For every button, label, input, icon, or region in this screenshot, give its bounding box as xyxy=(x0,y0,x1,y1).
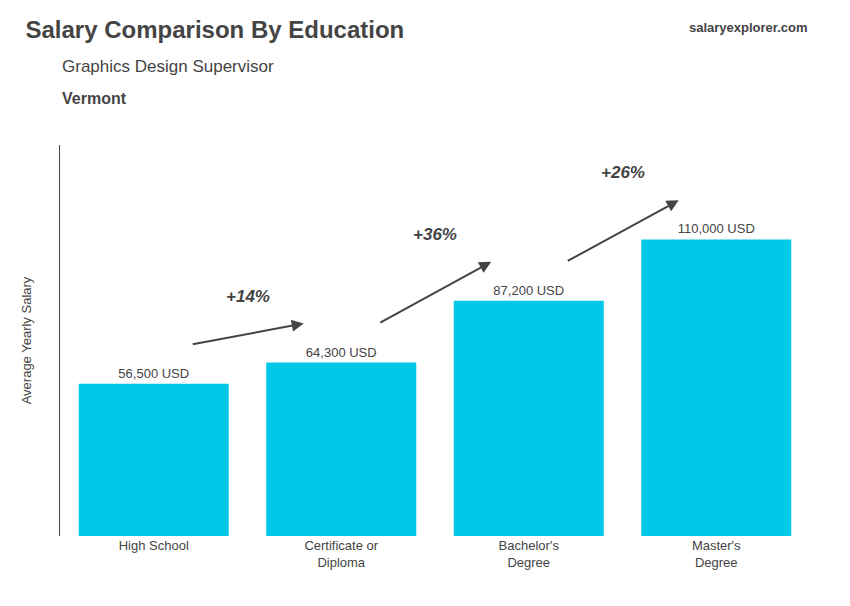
svg-text:High School: High School xyxy=(119,538,189,553)
svg-text:Graphics Design Supervisor: Graphics Design Supervisor xyxy=(62,57,274,76)
svg-text:110,000 USD: 110,000 USD xyxy=(678,221,755,236)
svg-text:87,200 USD: 87,200 USD xyxy=(493,283,564,298)
svg-text:Average Yearly Salary: Average Yearly Salary xyxy=(19,276,34,404)
svg-text:64,300 USD: 64,300 USD xyxy=(306,345,377,360)
svg-text:+14%: +14% xyxy=(226,287,270,306)
svg-text:Master'sDegree: Master'sDegree xyxy=(692,538,741,570)
svg-text:+26%: +26% xyxy=(601,163,645,182)
svg-text:Certificate orDiploma: Certificate orDiploma xyxy=(304,538,378,570)
svg-text:Vermont: Vermont xyxy=(62,90,127,107)
svg-text:Bachelor'sDegree: Bachelor'sDegree xyxy=(499,538,560,570)
svg-text:salaryexplorer.com: salaryexplorer.com xyxy=(689,20,808,35)
svg-text:56,500 USD: 56,500 USD xyxy=(118,366,189,381)
svg-text:Salary Comparison By Education: Salary Comparison By Education xyxy=(26,16,405,43)
svg-text:+36%: +36% xyxy=(413,225,457,244)
